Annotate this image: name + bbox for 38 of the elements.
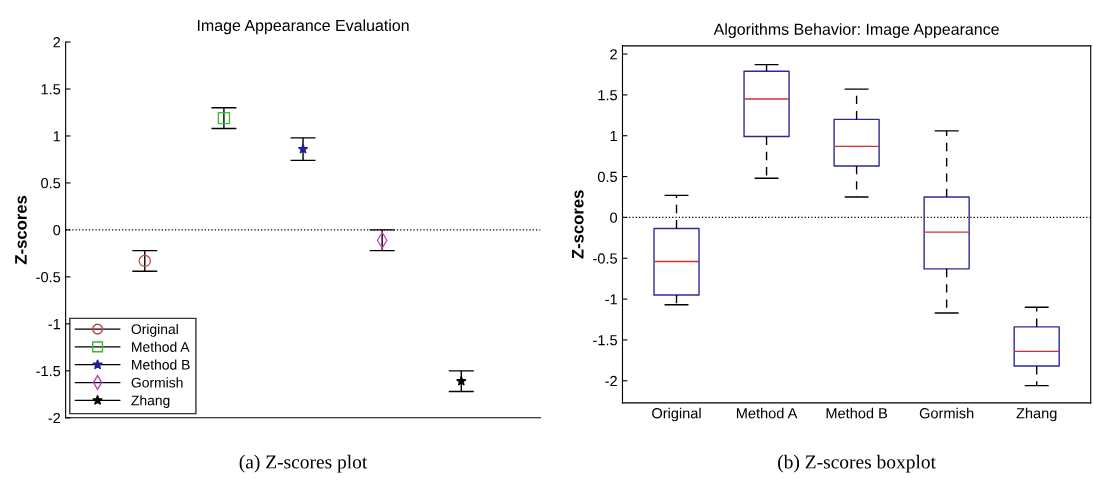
text: (a) Z-scores plot — [239, 454, 368, 473]
y-tick-label: 0 — [610, 212, 618, 223]
x-tick-label: Method A — [736, 407, 798, 419]
y-tick-label: 2 — [53, 37, 61, 48]
x-tick-label: Gormish — [919, 407, 974, 419]
y-tick-label: -1.5 — [36, 366, 61, 377]
y-tick-label: 1.5 — [41, 84, 61, 95]
y-tick-label: -2 — [48, 412, 61, 424]
y-axis-title: Z-scores — [15, 195, 27, 265]
y-tick-label: 0.5 — [41, 178, 61, 189]
point — [456, 375, 467, 386]
y-tick-label: -1 — [605, 294, 617, 305]
y-tick-label: -0.5 — [36, 271, 61, 283]
legend-label: Original — [131, 323, 178, 337]
y-tick-label: 2 — [610, 49, 617, 60]
legend-label: Gormish — [131, 377, 183, 388]
y-tick-label: 0 — [53, 225, 61, 236]
y-axis-title: Z-scores — [572, 190, 584, 259]
text: (b) Z-scores boxplot — [778, 454, 936, 473]
y-tick-label: -1 — [48, 319, 61, 330]
x-tick-label: Method B — [826, 407, 888, 419]
y-tick-label: 1.5 — [598, 90, 618, 101]
legend-label: Method A — [132, 341, 190, 352]
chart-title: Algorithms Behavior: Image Appearance — [713, 23, 999, 39]
y-tick-label: -2 — [605, 375, 617, 387]
y-tick-label: -0.5 — [593, 253, 618, 264]
y-tick-label: 0.5 — [597, 171, 618, 182]
chart-title: Image Appearance Evaluation — [197, 19, 409, 35]
point — [297, 143, 309, 154]
legend-label: Method B — [132, 359, 190, 370]
y-tick-label: 1 — [53, 131, 61, 142]
x-tick-label: Zhang — [1016, 407, 1057, 422]
point — [138, 254, 151, 268]
y-tick-label: -1.5 — [593, 335, 618, 346]
point — [217, 111, 231, 125]
x-tick-label: Original — [652, 407, 701, 422]
y-tick-label: 1 — [610, 130, 617, 142]
legend-label: Zhang — [131, 395, 170, 409]
